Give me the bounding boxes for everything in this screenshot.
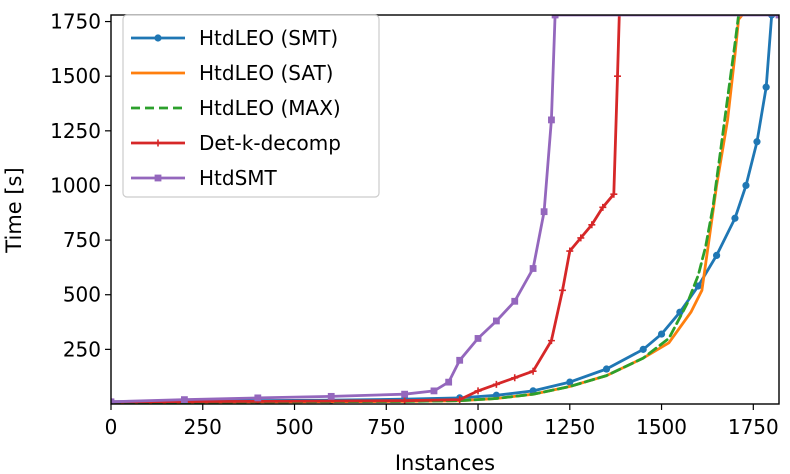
data-point bbox=[753, 138, 761, 146]
data-point bbox=[547, 337, 555, 345]
data-point bbox=[615, 15, 623, 19]
data-point bbox=[602, 365, 611, 373]
series-layer bbox=[111, 15, 779, 404]
x-tick-label: 250 bbox=[184, 415, 222, 439]
data-point bbox=[639, 345, 647, 353]
x-tick-label: 1000 bbox=[453, 415, 504, 439]
data-point bbox=[588, 221, 596, 229]
x-tick-label: 1500 bbox=[636, 415, 687, 439]
legend-label: HtdSMT bbox=[199, 166, 278, 190]
data-point bbox=[577, 234, 585, 242]
data-point bbox=[474, 387, 482, 395]
data-point bbox=[566, 378, 574, 386]
data-point bbox=[492, 317, 500, 325]
data-point bbox=[511, 297, 519, 305]
legend-box bbox=[122, 14, 380, 198]
data-point bbox=[742, 181, 750, 190]
legend-label: Det-k-decomp bbox=[199, 131, 341, 155]
data-point bbox=[529, 265, 537, 272]
y-tick-label: 750 bbox=[63, 228, 101, 252]
data-point bbox=[551, 15, 559, 19]
x-tick-label: 1250 bbox=[544, 415, 595, 439]
y-tick-label: 1000 bbox=[50, 173, 101, 197]
y-tick-label: 250 bbox=[63, 337, 101, 361]
data-point bbox=[445, 378, 453, 386]
legend: HtdLEO (SMT) HtdLEO (SAT) HtdLEO (MAX) Det-… bbox=[122, 14, 380, 198]
y-axis: 250 500 750 1000 1250 1500 1750 bbox=[50, 10, 111, 361]
data-point bbox=[599, 203, 607, 211]
x-axis-label: Instances bbox=[395, 451, 495, 474]
y-tick-label: 1750 bbox=[50, 10, 101, 34]
legend-label: HtdLEO (SMT) bbox=[199, 26, 338, 50]
y-tick-label: 1500 bbox=[50, 64, 101, 88]
plot-frame bbox=[110, 14, 780, 405]
data-point bbox=[713, 251, 721, 259]
data-point bbox=[548, 116, 555, 124]
data-point bbox=[676, 308, 684, 316]
data-point bbox=[181, 396, 188, 404]
data-point bbox=[694, 282, 702, 290]
y-tick-label: 1250 bbox=[50, 119, 101, 143]
data-point bbox=[566, 247, 574, 255]
data-point bbox=[540, 208, 548, 216]
series-det-k-decomp bbox=[111, 15, 623, 404]
data-point bbox=[731, 214, 739, 222]
data-point bbox=[474, 335, 482, 342]
data-point bbox=[614, 72, 622, 80]
data-point bbox=[610, 190, 618, 198]
series-htdsmt bbox=[111, 15, 779, 404]
data-point bbox=[401, 397, 409, 404]
legend-marker bbox=[154, 34, 162, 42]
data-point bbox=[762, 83, 770, 91]
data-point bbox=[492, 380, 500, 388]
legend-label: HtdLEO (SAT) bbox=[199, 61, 333, 85]
x-tick-label: 750 bbox=[367, 415, 405, 439]
data-point bbox=[456, 356, 464, 364]
data-point bbox=[327, 392, 335, 400]
y-tick-label: 500 bbox=[63, 283, 101, 307]
data-point bbox=[430, 387, 438, 395]
x-tick-label: 1750 bbox=[728, 415, 779, 439]
legend-marker bbox=[154, 139, 162, 147]
y-axis-label: Time [s] bbox=[2, 167, 26, 253]
data-point bbox=[529, 367, 537, 375]
data-point bbox=[456, 396, 464, 404]
data-point bbox=[775, 15, 779, 19]
data-point bbox=[558, 286, 566, 294]
x-tick-label: 500 bbox=[275, 415, 313, 439]
data-point bbox=[511, 374, 519, 382]
data-point bbox=[111, 398, 115, 404]
series-line bbox=[111, 15, 779, 404]
data-point bbox=[657, 330, 666, 338]
data-point bbox=[254, 394, 262, 402]
legend-marker bbox=[154, 174, 162, 182]
x-axis: 0 250 500 750 1000 1250 1500 1750 bbox=[105, 404, 779, 439]
data-point bbox=[401, 390, 409, 398]
x-tick-label: 0 bbox=[105, 415, 118, 439]
legend-label: HtdLEO (MAX) bbox=[199, 96, 341, 120]
